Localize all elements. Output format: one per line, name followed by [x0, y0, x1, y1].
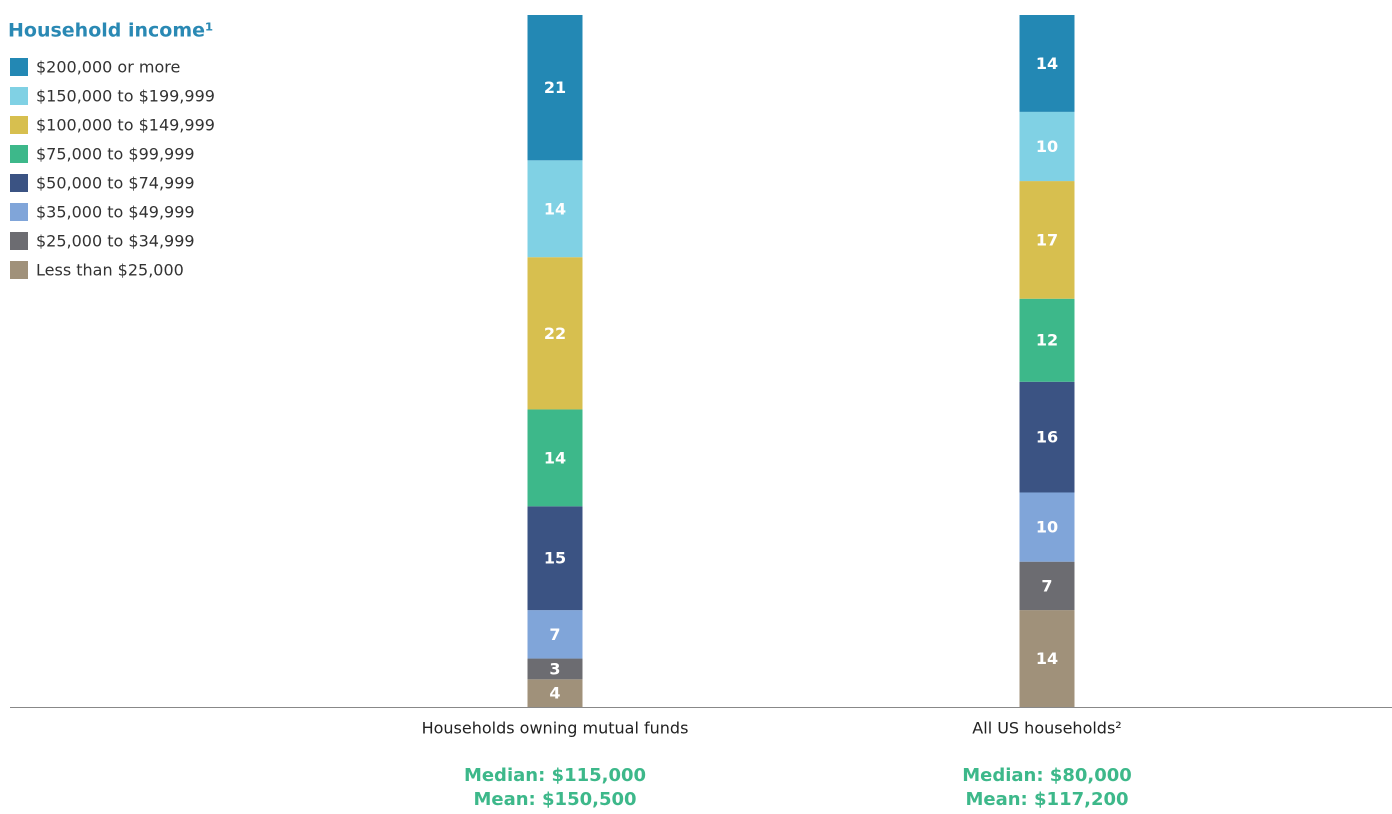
data-label: 16: [1036, 428, 1058, 447]
legend-label: $25,000 to $34,999: [36, 232, 195, 251]
annotation: Mean: $117,200: [965, 789, 1128, 810]
legend-label: $75,000 to $99,999: [36, 145, 195, 164]
bar-segment: [1019, 561, 1075, 611]
bar-segment: [527, 15, 583, 161]
legend-swatch: [10, 58, 28, 76]
data-label: 14: [544, 448, 566, 467]
annotation: Mean: $150,500: [473, 789, 636, 810]
legend-swatch: [10, 174, 28, 192]
data-label: 7: [1041, 576, 1052, 595]
data-label: 14: [1036, 649, 1058, 668]
bar-segment: [527, 658, 583, 680]
annotation: Median: $80,000: [962, 765, 1132, 786]
data-label: 15: [544, 549, 566, 568]
data-label: 14: [544, 199, 566, 218]
bar-segment: [1019, 15, 1075, 112]
chart-title: Household income¹: [8, 20, 213, 42]
data-label: 3: [549, 659, 560, 678]
data-label: 17: [1036, 230, 1058, 249]
data-label: 7: [549, 625, 560, 644]
bar-segment: [527, 506, 583, 611]
data-label: 12: [1036, 331, 1058, 350]
legend-label: Less than $25,000: [36, 261, 184, 280]
legend-label: $150,000 to $199,999: [36, 87, 215, 106]
bar-segment: [527, 409, 583, 507]
bar-segment: [527, 160, 583, 258]
legend-swatch: [10, 203, 28, 221]
legend-label: $200,000 or more: [36, 58, 180, 77]
data-label: 22: [544, 324, 566, 343]
annotation: Median: $115,000: [464, 765, 646, 786]
legend-swatch: [10, 145, 28, 163]
data-label: 21: [544, 78, 566, 97]
bar-segment: [527, 610, 583, 659]
legend-label: $100,000 to $149,999: [36, 116, 215, 135]
x-tick-label: All US households²: [972, 719, 1121, 738]
bar-segment: [1019, 610, 1075, 707]
bar-segment: [527, 257, 583, 410]
bar-segment: [1019, 492, 1075, 562]
bar-segment: [1019, 111, 1075, 182]
data-label: 10: [1036, 137, 1058, 156]
bar-segment: [1019, 381, 1075, 493]
bar-segment: [1019, 298, 1075, 382]
data-label: 4: [549, 684, 560, 703]
data-label: 14: [1036, 54, 1058, 73]
legend-swatch: [10, 261, 28, 279]
legend-swatch: [10, 116, 28, 134]
legend-label: $50,000 to $74,999: [36, 174, 195, 193]
bar-segment: [527, 679, 583, 707]
x-tick-label: Households owning mutual funds: [422, 719, 689, 738]
bar-segment: [1019, 181, 1075, 299]
legend-label: $35,000 to $49,999: [36, 203, 195, 222]
legend-swatch: [10, 87, 28, 105]
data-label: 10: [1036, 518, 1058, 537]
legend-swatch: [10, 232, 28, 250]
